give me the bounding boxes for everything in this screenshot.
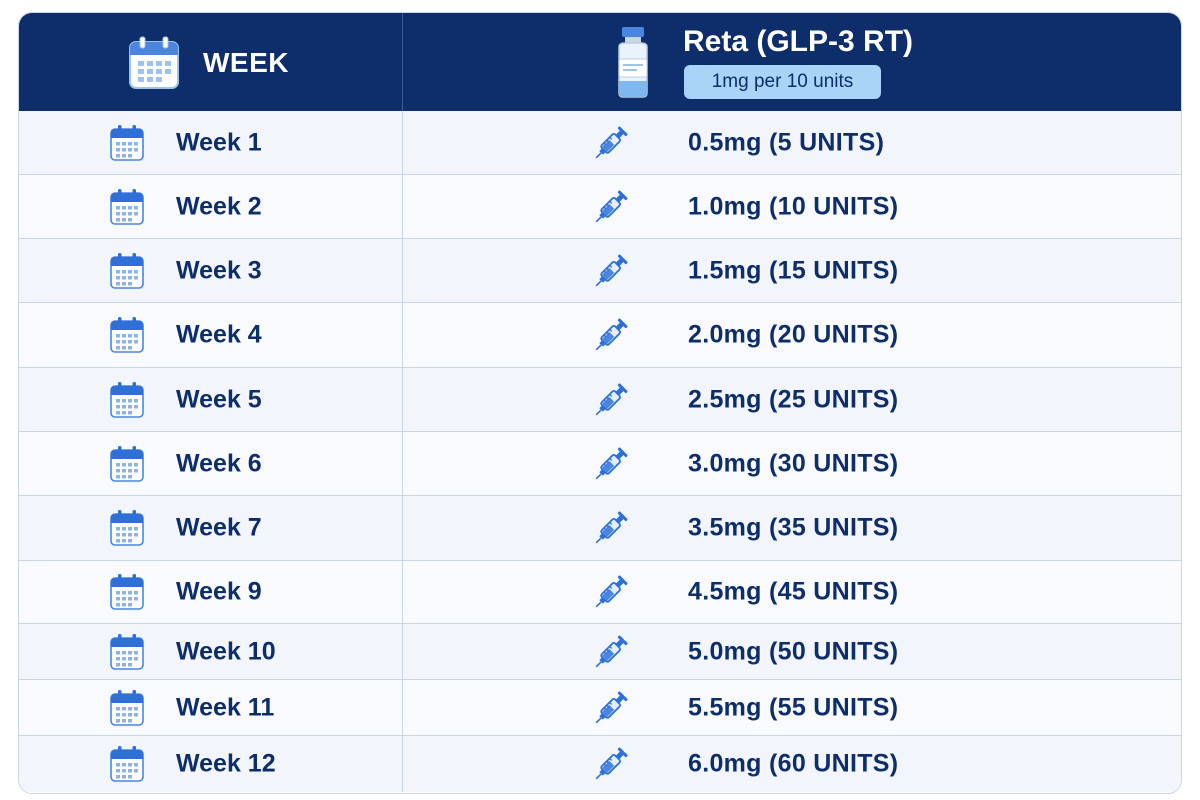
calendar-icon	[110, 381, 144, 418]
calendar-icon	[110, 124, 144, 161]
table-row: Week 2 1.0mg (10 UNITS)	[19, 175, 1181, 239]
column-divider	[402, 561, 403, 623]
column-divider	[402, 432, 403, 495]
week-label: Week 12	[176, 749, 276, 778]
table-row: Week 4 2.0mg (20 UNITS)	[19, 303, 1181, 368]
table-row: Week 10 5.0mg (50 UNITS)	[19, 624, 1181, 680]
week-label: Week 11	[176, 693, 275, 721]
week-label: Week 1	[176, 128, 262, 156]
table-row: Week 7 3.5mg (35 UNITS)	[19, 496, 1181, 561]
dose-label: 0.5mg (5 UNITS)	[688, 128, 885, 156]
syringe-icon	[595, 446, 628, 479]
table-row: Week 12 6.0mg (60 UNITS)	[19, 736, 1181, 792]
calendar-icon	[110, 252, 144, 289]
product-name: Reta (GLP-3 RT)	[683, 25, 914, 58]
syringe-icon	[595, 575, 628, 608]
table-row: Week 1 0.5mg (5 UNITS)	[19, 111, 1181, 175]
week-label: Week 2	[176, 192, 262, 220]
week-label: Week 3	[176, 256, 262, 284]
week-label: Week 9	[176, 577, 262, 606]
week-label: Week 7	[176, 513, 262, 542]
calendar-icon	[110, 445, 144, 482]
table-row: Week 9 4.5mg (45 UNITS)	[19, 561, 1181, 624]
column-divider	[402, 680, 403, 735]
dose-label: 5.0mg (50 UNITS)	[688, 637, 899, 665]
column-divider	[402, 303, 403, 367]
dose-label: 2.0mg (20 UNITS)	[688, 320, 899, 349]
column-divider	[402, 624, 403, 679]
syringe-icon	[595, 690, 628, 723]
calendar-icon	[110, 746, 144, 782]
calendar-icon	[110, 633, 144, 670]
calendar-icon	[110, 317, 144, 353]
syringe-icon	[595, 747, 628, 780]
vial-icon	[618, 27, 648, 98]
header-divider	[402, 13, 403, 111]
week-label: Week 5	[176, 385, 262, 413]
week-column-header: WEEK	[203, 47, 289, 78]
syringe-icon	[595, 382, 628, 415]
concentration-badge: 1mg per 10 units	[684, 65, 881, 99]
dose-label: 1.5mg (15 UNITS)	[688, 256, 899, 284]
table-row: Week 3 1.5mg (15 UNITS)	[19, 239, 1181, 303]
week-label: Week 10	[176, 637, 276, 665]
calendar-icon	[129, 36, 179, 89]
table-body: Week 1 0.5mg (5 UNITS)	[19, 111, 1181, 792]
column-divider	[402, 496, 403, 560]
syringe-icon	[595, 634, 628, 667]
dose-label: 3.5mg (35 UNITS)	[688, 513, 899, 542]
calendar-icon	[110, 689, 144, 726]
column-divider	[402, 368, 403, 431]
column-divider	[402, 111, 403, 174]
dose-label: 6.0mg (60 UNITS)	[688, 749, 899, 778]
dose-label: 5.5mg (55 UNITS)	[688, 693, 899, 721]
calendar-icon	[110, 574, 144, 610]
column-divider	[402, 239, 403, 302]
table-header: WEEK Reta (GLP-3 RT) 1mg per 10 units	[19, 13, 1181, 111]
dose-label: 1.0mg (10 UNITS)	[688, 192, 899, 220]
week-label: Week 4	[176, 320, 262, 349]
dose-label: 3.0mg (30 UNITS)	[688, 449, 899, 477]
week-label: Week 6	[176, 449, 262, 477]
column-divider	[402, 736, 403, 792]
column-divider	[402, 175, 403, 238]
table-row: Week 11 5.5mg (55 UNITS)	[19, 680, 1181, 736]
dosing-schedule-table: WEEK Reta (GLP-3 RT) 1mg per 10 units	[18, 12, 1182, 794]
syringe-icon	[595, 318, 628, 351]
syringe-icon	[595, 125, 628, 158]
syringe-icon	[595, 511, 628, 544]
dose-label: 4.5mg (45 UNITS)	[688, 577, 899, 606]
dose-label: 2.5mg (25 UNITS)	[688, 385, 899, 413]
syringe-icon	[595, 253, 628, 286]
syringe-icon	[595, 189, 628, 222]
calendar-icon	[110, 510, 144, 546]
calendar-icon	[110, 188, 144, 225]
table-row: Week 5 2.5mg (25 UNITS)	[19, 368, 1181, 432]
table-row: Week 6 3.0mg (30 UNITS)	[19, 432, 1181, 496]
